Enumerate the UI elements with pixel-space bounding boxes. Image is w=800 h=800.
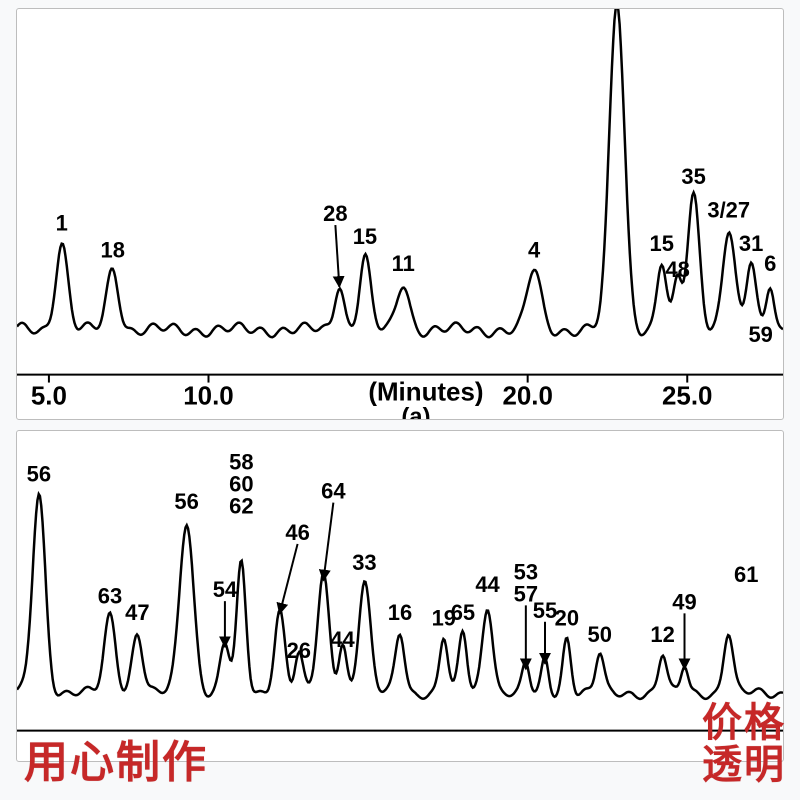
chromatogram-panel-a: 5.010.020.025.0 1182815114341548353/2731…: [16, 8, 784, 420]
promo-badge-right: 价格 透明: [702, 702, 786, 786]
chromatogram-a-trace: [17, 9, 783, 337]
chromatogram-b-trace: [17, 494, 783, 699]
chromatogram-figure: { "figure": { "background_color": "#f8f9…: [0, 0, 800, 800]
peak-label: 65: [451, 600, 475, 625]
x-tick-label: 5.0: [31, 383, 67, 411]
peak-label: 31: [739, 231, 763, 256]
peak-label: 56: [174, 489, 198, 514]
peak-arrow: [280, 544, 298, 614]
peak-label: 6: [764, 251, 776, 276]
peak-label: 56: [27, 461, 51, 486]
peak-label: 1: [56, 211, 68, 236]
peak-label: 62: [229, 494, 253, 519]
peak-label: 44: [330, 627, 355, 652]
peak-label: 18: [101, 238, 125, 263]
peak-label: 46: [285, 520, 309, 545]
peak-label: 49: [672, 589, 696, 614]
peak-label: 33: [352, 550, 376, 575]
peak-label: 4: [528, 238, 541, 263]
peak-arrow: [323, 503, 333, 581]
peak-label: 50: [588, 622, 612, 647]
chromatogram-b-svg: 5663475654586062462664443316196544535755…: [17, 431, 783, 761]
peak-label: 15: [353, 224, 377, 249]
peak-label: 55: [533, 598, 557, 623]
peak-label: 28: [323, 201, 347, 226]
x-axis-label: (Minutes): [368, 379, 483, 407]
peak-label: 35: [681, 164, 705, 189]
promo-right-line1: 价格: [702, 702, 786, 744]
peak-label: 20: [555, 606, 579, 631]
promo-left-line1: 用心制作: [24, 740, 208, 786]
peak-label: 12: [650, 622, 674, 647]
peak-label: 48: [665, 257, 689, 282]
peak-label: 47: [125, 600, 149, 625]
peak-label: 64: [321, 479, 346, 504]
peak-label: 63: [98, 583, 122, 608]
peak-label: 59: [748, 322, 772, 347]
x-tick-label: 25.0: [662, 383, 712, 411]
peak-arrow: [335, 225, 339, 287]
promo-badge-left: 用心制作: [24, 740, 208, 786]
peak-label: 16: [388, 600, 412, 625]
peak-label: 15: [650, 231, 674, 256]
promo-right-line2: 透明: [702, 744, 786, 786]
peak-label: 44: [475, 572, 500, 597]
peak-label: 54: [213, 577, 238, 602]
x-tick-label: 10.0: [183, 383, 233, 411]
x-tick-label: 20.0: [502, 383, 552, 411]
subplot-caption-a: (a): [401, 403, 430, 419]
peak-label: 26: [287, 638, 311, 663]
peak-label: 11: [392, 251, 415, 276]
peak-label: 3/27: [707, 197, 750, 222]
peak-label: 61: [734, 562, 758, 587]
chromatogram-a-svg: 5.010.020.025.0 1182815114341548353/2731…: [17, 9, 783, 419]
chromatogram-panel-b: 5663475654586062462664443316196544535755…: [16, 430, 784, 762]
